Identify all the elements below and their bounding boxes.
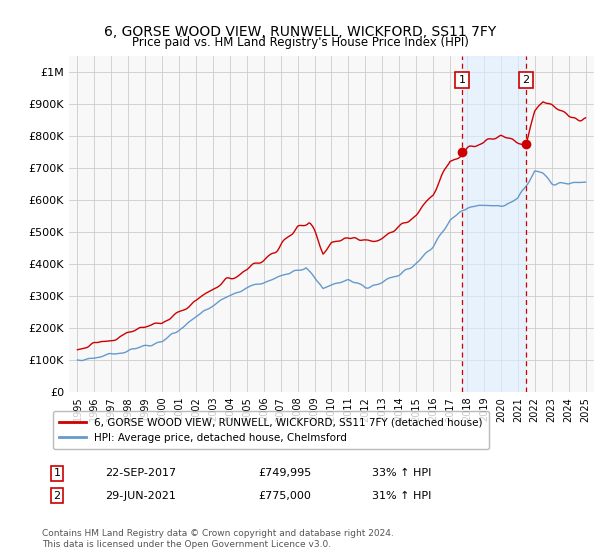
- Text: 6, GORSE WOOD VIEW, RUNWELL, WICKFORD, SS11 7FY: 6, GORSE WOOD VIEW, RUNWELL, WICKFORD, S…: [104, 25, 496, 39]
- Text: 29-JUN-2021: 29-JUN-2021: [105, 491, 176, 501]
- Legend: 6, GORSE WOOD VIEW, RUNWELL, WICKFORD, SS11 7FY (detached house), HPI: Average p: 6, GORSE WOOD VIEW, RUNWELL, WICKFORD, S…: [53, 411, 488, 449]
- Text: 22-SEP-2017: 22-SEP-2017: [105, 468, 176, 478]
- Text: £775,000: £775,000: [258, 491, 311, 501]
- Bar: [462, 56, 526, 392]
- Text: £749,995: £749,995: [258, 468, 311, 478]
- Text: 33% ↑ HPI: 33% ↑ HPI: [372, 468, 431, 478]
- Text: 2: 2: [523, 75, 530, 85]
- Text: 1: 1: [53, 468, 61, 478]
- Text: 31% ↑ HPI: 31% ↑ HPI: [372, 491, 431, 501]
- Text: Price paid vs. HM Land Registry's House Price Index (HPI): Price paid vs. HM Land Registry's House …: [131, 36, 469, 49]
- Text: 1: 1: [459, 75, 466, 85]
- Text: Contains HM Land Registry data © Crown copyright and database right 2024.
This d: Contains HM Land Registry data © Crown c…: [42, 529, 394, 549]
- Text: 2: 2: [53, 491, 61, 501]
